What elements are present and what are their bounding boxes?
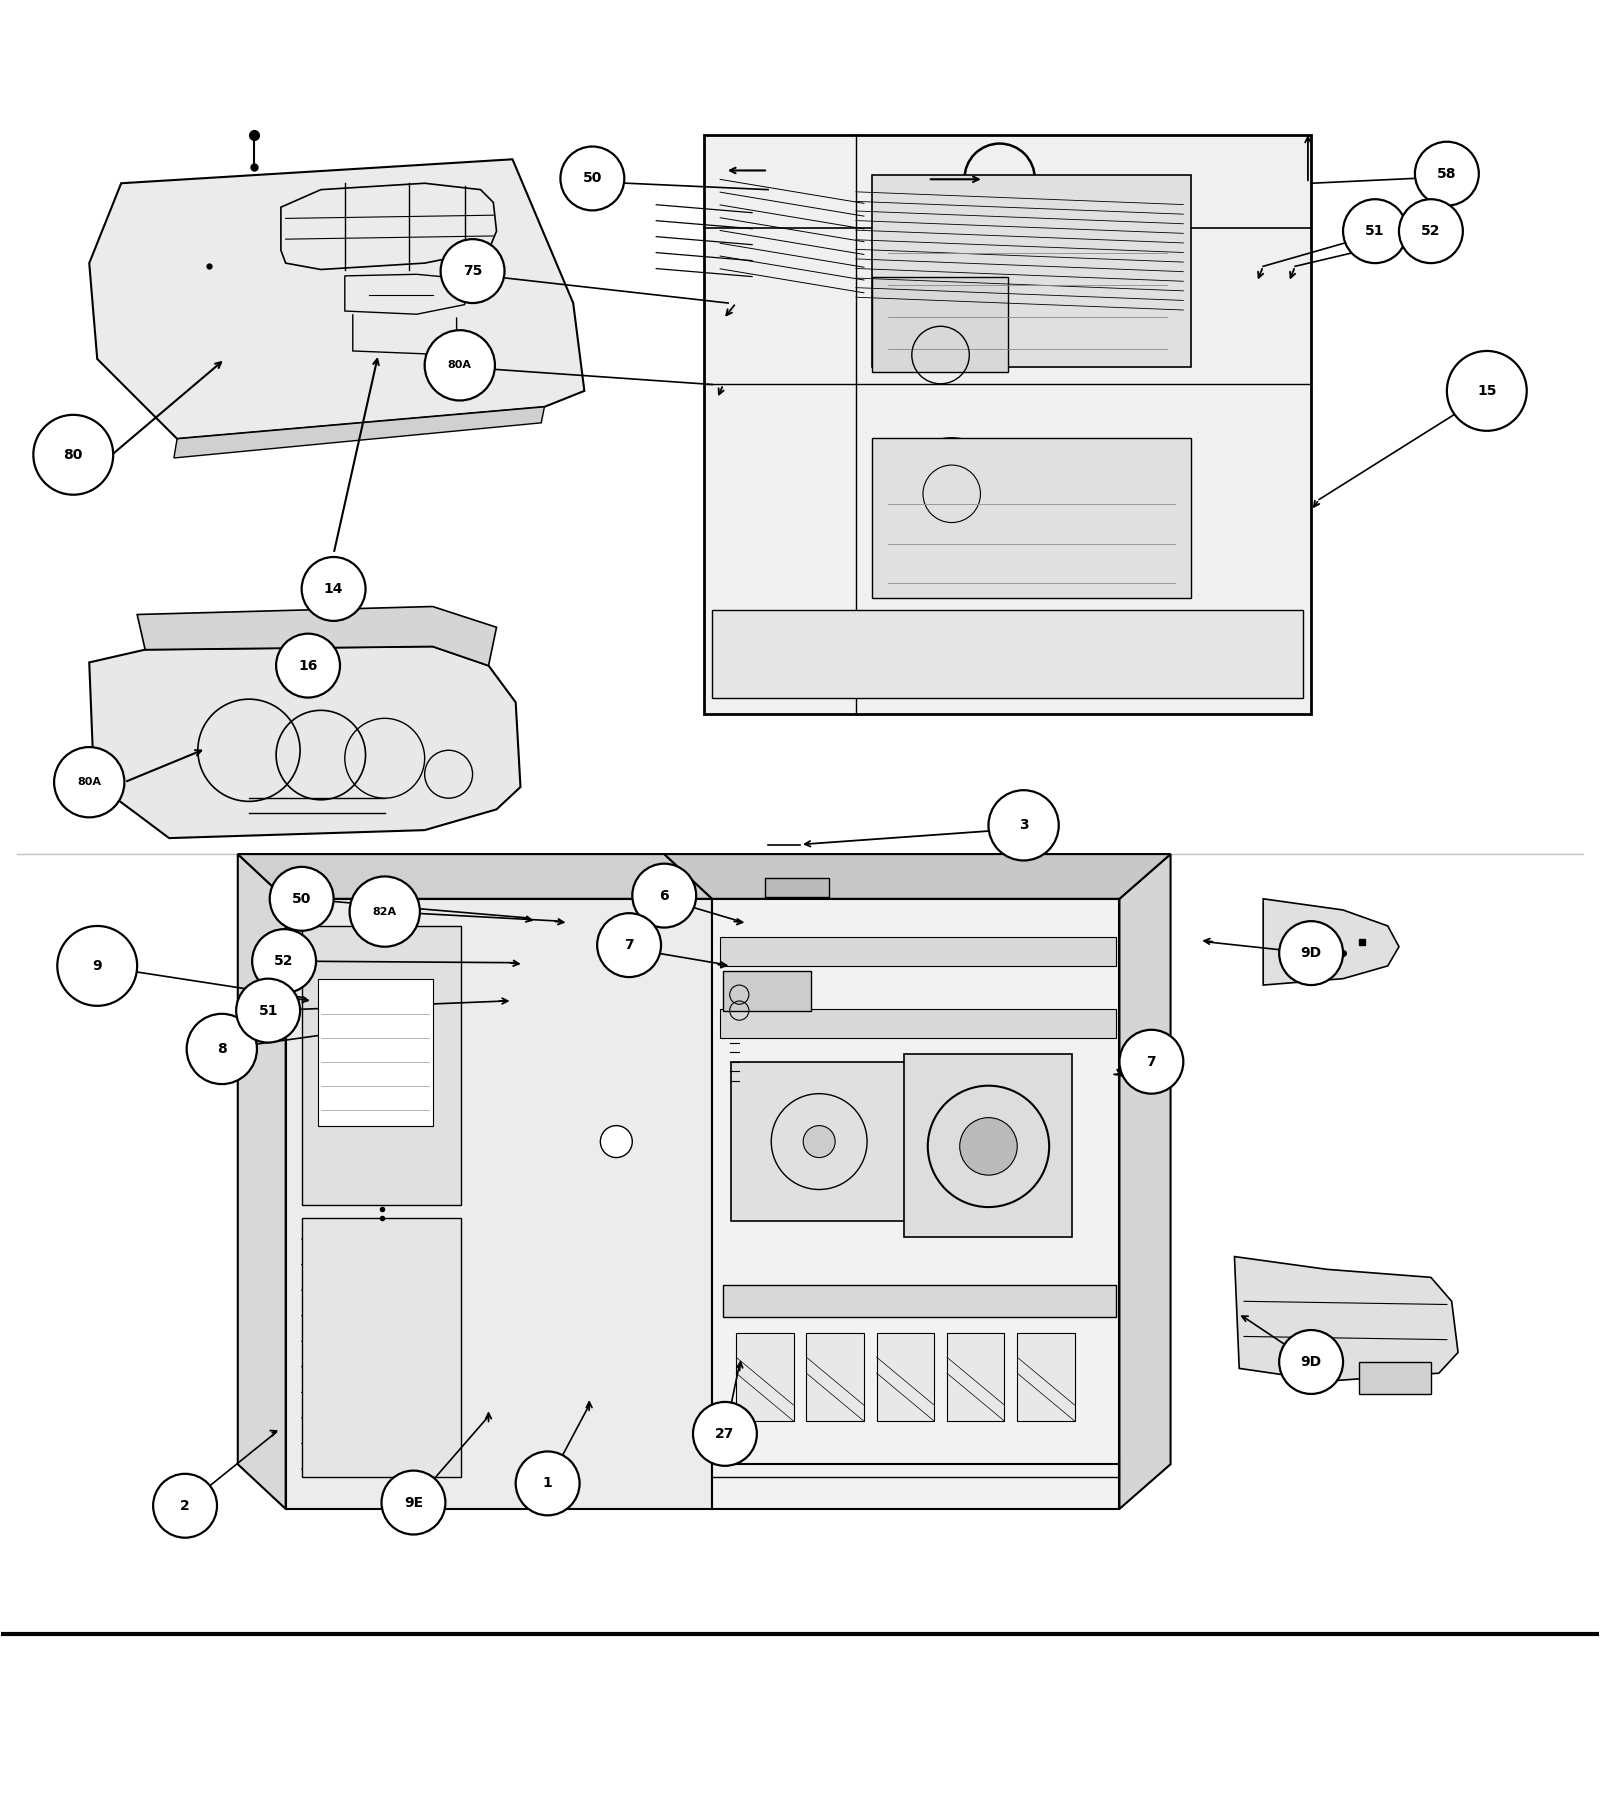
Circle shape <box>1120 1030 1184 1093</box>
Text: 58: 58 <box>1437 166 1456 180</box>
Circle shape <box>187 1014 258 1084</box>
Circle shape <box>515 1452 579 1515</box>
Bar <box>872 175 1192 366</box>
Polygon shape <box>174 408 544 458</box>
Bar <box>872 276 1008 372</box>
Text: 51: 51 <box>258 1003 278 1017</box>
Text: 6: 6 <box>659 889 669 902</box>
Text: 50: 50 <box>291 891 312 906</box>
Text: 9D: 9D <box>1301 945 1322 960</box>
Circle shape <box>989 790 1059 861</box>
Circle shape <box>1342 198 1406 263</box>
Polygon shape <box>712 898 1120 1508</box>
Circle shape <box>270 868 334 931</box>
Text: 80A: 80A <box>448 361 472 370</box>
Bar <box>720 1008 1117 1037</box>
Text: 15: 15 <box>1477 384 1496 399</box>
Text: 14: 14 <box>323 583 344 595</box>
Polygon shape <box>90 159 584 438</box>
Polygon shape <box>1120 853 1171 1508</box>
Circle shape <box>424 330 494 400</box>
Text: 16: 16 <box>298 658 318 673</box>
Polygon shape <box>877 1333 934 1422</box>
Polygon shape <box>238 853 712 898</box>
Circle shape <box>600 1126 632 1158</box>
Text: 80A: 80A <box>77 778 101 787</box>
Bar <box>731 1063 907 1221</box>
Text: 3: 3 <box>1019 819 1029 832</box>
Polygon shape <box>806 1333 864 1422</box>
Circle shape <box>632 864 696 927</box>
Circle shape <box>1278 922 1342 985</box>
Bar <box>872 438 1192 597</box>
Circle shape <box>560 146 624 211</box>
Text: 7: 7 <box>624 938 634 953</box>
Polygon shape <box>723 1284 1117 1317</box>
Text: 51: 51 <box>1365 224 1384 238</box>
Bar <box>765 879 829 897</box>
Circle shape <box>1414 143 1478 206</box>
Bar <box>1358 1362 1430 1394</box>
Circle shape <box>1446 352 1526 431</box>
Polygon shape <box>1235 1257 1458 1382</box>
Text: 9D: 9D <box>1301 1355 1322 1369</box>
Circle shape <box>803 1126 835 1158</box>
Bar <box>302 925 461 1205</box>
Text: 80: 80 <box>64 447 83 462</box>
Circle shape <box>896 438 1008 550</box>
Circle shape <box>381 1470 445 1535</box>
Circle shape <box>1278 1330 1342 1394</box>
Circle shape <box>58 925 138 1007</box>
Circle shape <box>960 1118 1018 1174</box>
Polygon shape <box>138 606 496 666</box>
Text: 75: 75 <box>462 263 482 278</box>
Text: 82A: 82A <box>373 907 397 916</box>
Text: 7: 7 <box>1147 1055 1157 1068</box>
Bar <box>712 610 1302 698</box>
Circle shape <box>277 633 341 698</box>
Text: 9E: 9E <box>403 1496 422 1510</box>
Polygon shape <box>947 1333 1005 1422</box>
Text: 2: 2 <box>181 1499 190 1514</box>
Circle shape <box>154 1474 218 1537</box>
Circle shape <box>237 978 301 1043</box>
Polygon shape <box>1262 898 1398 985</box>
Text: 1: 1 <box>542 1476 552 1490</box>
Circle shape <box>597 913 661 978</box>
Bar <box>723 971 811 1010</box>
Bar <box>302 1218 461 1477</box>
Circle shape <box>693 1402 757 1467</box>
Circle shape <box>253 929 317 992</box>
Circle shape <box>302 557 365 621</box>
Text: 52: 52 <box>1421 224 1440 238</box>
Bar <box>904 1054 1072 1238</box>
Circle shape <box>440 240 504 303</box>
Text: 50: 50 <box>582 171 602 186</box>
Text: 9: 9 <box>93 960 102 972</box>
Text: 8: 8 <box>218 1043 227 1055</box>
Polygon shape <box>664 853 1171 898</box>
Circle shape <box>349 877 419 947</box>
Polygon shape <box>736 1333 794 1422</box>
Circle shape <box>34 415 114 494</box>
Circle shape <box>54 747 125 817</box>
Bar <box>318 978 432 1126</box>
Bar <box>704 135 1310 714</box>
Polygon shape <box>286 898 712 1508</box>
Polygon shape <box>238 853 286 1508</box>
Polygon shape <box>90 646 520 839</box>
Polygon shape <box>1018 1333 1075 1422</box>
Text: 27: 27 <box>715 1427 734 1441</box>
Circle shape <box>1398 198 1462 263</box>
Bar <box>720 936 1117 965</box>
Text: 52: 52 <box>274 954 294 969</box>
